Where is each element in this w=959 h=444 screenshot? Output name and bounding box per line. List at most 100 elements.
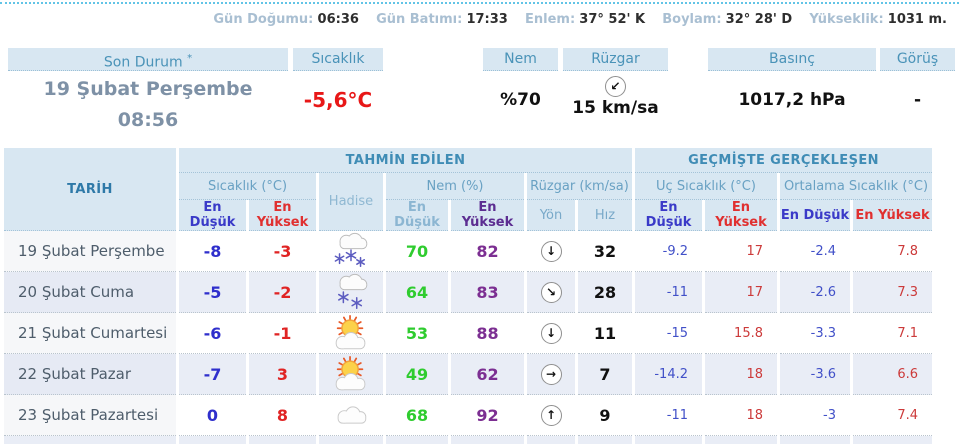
ort-max-cell: 7.8 xyxy=(853,231,932,272)
temp-min-cell: -5 xyxy=(179,272,246,313)
yon-cell: ↑ xyxy=(527,395,575,436)
current-temperature: -5,6°C xyxy=(303,88,373,112)
subheader-hiz: Hız xyxy=(578,200,632,231)
uc-min-cell: -14.2 xyxy=(635,354,702,395)
nem-max-cell: 83 xyxy=(451,272,524,313)
sun-cloud-icon xyxy=(335,314,366,350)
ort-max-cell: 6.6 xyxy=(853,354,932,395)
sun-cloud-icon xyxy=(335,355,366,391)
forecast-row: 23 Şubat Pazartesi 0 8 68 92 ↑ 9 -11 18 … xyxy=(4,395,932,436)
snow-cloud-icon xyxy=(338,273,368,309)
subheader-ort-max: En Yüksek xyxy=(853,200,932,231)
altitude-value: 1031 m. xyxy=(887,12,947,27)
nem-min-cell: 68 xyxy=(386,395,448,436)
uc-max-cell: 17 xyxy=(705,272,777,313)
current-visibility: - xyxy=(913,90,922,110)
yon-cell: → xyxy=(527,354,575,395)
subheader-temp-min: En Düşük xyxy=(179,200,246,231)
temp-min-cell: -7 xyxy=(179,354,246,395)
longitude-label: Boylam: xyxy=(662,12,722,27)
uc-max-cell: 18 xyxy=(705,354,777,395)
row-date: 20 Şubat Cuma xyxy=(4,272,176,313)
ort-max-cell: 7.4 xyxy=(853,395,932,436)
temp-min-cell: -8 xyxy=(179,231,246,272)
yon-cell: ↘ xyxy=(527,272,575,313)
group-header-hadise: Hadise xyxy=(319,173,383,231)
cloud-icon xyxy=(337,406,367,424)
forecast-row: 22 Şubat Pazar -7 3 49 62 → 7 -14.2 18 -… xyxy=(4,354,932,395)
wind-direction-icon: ↑ xyxy=(540,405,562,426)
row-date: 21 Şubat Cumartesi xyxy=(4,313,176,354)
current-wind-speed: 15 km/sa xyxy=(572,98,659,118)
yon-cell: ↓ xyxy=(527,231,575,272)
snow-cloud-icon xyxy=(334,232,368,268)
group-header-uc-sicaklik: Uç Sıcaklık (°C) xyxy=(635,173,777,200)
hiz-cell: 9 xyxy=(578,395,632,436)
temp-max-cell: -1 xyxy=(249,313,316,354)
current-date-time: 19 Şubat Perşembe 08:56 xyxy=(8,74,288,136)
current-header-sicaklik: Sıcaklık xyxy=(293,48,383,71)
nem-max-cell: 82 xyxy=(451,231,524,272)
section-header-gecmiste-gerceklesen: GEÇMİŞTE GERÇEKLEŞEN xyxy=(635,148,932,173)
group-header-ortalama-sicaklik: Ortalama Sıcaklık (°C) xyxy=(780,173,932,200)
subheader-temp-max: En Yüksek xyxy=(249,200,316,231)
longitude-value: 32° 28' D xyxy=(725,12,793,27)
sunset-value: 17:33 xyxy=(466,12,508,27)
subheader-yon: Yön xyxy=(527,200,575,231)
hadise-cell xyxy=(319,395,383,436)
subheader-nem-max: En Yüksek xyxy=(451,200,524,231)
nem-min-cell: 53 xyxy=(386,313,448,354)
group-header-sicaklik: Sıcaklık (°C) xyxy=(179,173,316,200)
forecast-row: 19 Şubat Perşembe -8 -3 70 82 ↓ 32 -9.2 … xyxy=(4,231,932,272)
section-header-tahmin-edilen: TAHMİN EDİLEN xyxy=(179,148,632,173)
ort-min-cell: -2.6 xyxy=(780,272,850,313)
temp-min-cell: -6 xyxy=(179,313,246,354)
ort-min-cell: -3 xyxy=(780,395,850,436)
subheader-ort-min: En Düşük xyxy=(780,200,850,231)
subheader-nem-min: En Düşük xyxy=(386,200,448,231)
nem-max-cell: 62 xyxy=(451,354,524,395)
hadise-cell xyxy=(319,272,383,313)
ort-max-cell: 7.1 xyxy=(853,313,932,354)
current-date: 19 Şubat Perşembe xyxy=(43,78,253,100)
uc-min-cell: -15 xyxy=(635,313,702,354)
uc-max-cell: 17 xyxy=(705,231,777,272)
wind-direction-icon: → xyxy=(540,364,562,385)
hiz-cell: 7 xyxy=(578,354,632,395)
hadise-cell xyxy=(319,231,383,272)
uc-min-cell: -11 xyxy=(635,395,702,436)
sunrise-label: Gün Doğumu: xyxy=(213,12,314,27)
group-header-nem: Nem (%) xyxy=(386,173,524,200)
ort-min-cell: -3.3 xyxy=(780,313,850,354)
ort-max-cell: 7.3 xyxy=(853,272,932,313)
clipped-next-row xyxy=(4,436,932,444)
row-date: 19 Şubat Perşembe xyxy=(4,231,176,272)
current-time: 08:56 xyxy=(117,109,179,131)
wind-direction-icon: ↙ xyxy=(605,76,626,97)
current-header-ruzgar: Rüzgar xyxy=(563,48,668,71)
footnote-asterisk: * xyxy=(187,53,193,64)
uc-min-cell: -11 xyxy=(635,272,702,313)
yon-cell: ↓ xyxy=(527,313,575,354)
uc-max-cell: 18 xyxy=(705,395,777,436)
current-pressure: 1017,2 hPa xyxy=(738,90,846,110)
nem-max-cell: 92 xyxy=(451,395,524,436)
uc-max-cell: 15.8 xyxy=(705,313,777,354)
temp-min-cell: 0 xyxy=(179,395,246,436)
ort-min-cell: -2.4 xyxy=(780,231,850,272)
row-date: 23 Şubat Pazartesi xyxy=(4,395,176,436)
current-header-basinc: Basınç xyxy=(708,48,876,71)
subheader-uc-min: En Düşük xyxy=(635,200,702,231)
wind-direction-icon: ↘ xyxy=(540,282,562,303)
forecast-row: 20 Şubat Cuma -5 -2 64 83 ↘ 28 -11 17 -2… xyxy=(4,272,932,313)
current-humidity: %70 xyxy=(500,90,541,110)
hadise-cell xyxy=(319,313,383,354)
ort-min-cell: -3.6 xyxy=(780,354,850,395)
location-info-bar: Gün Doğumu: 06:36 Gün Batımı: 17:33 Enle… xyxy=(0,12,947,27)
son-durum-label: Son Durum xyxy=(103,54,183,71)
temp-max-cell: 8 xyxy=(249,395,316,436)
temp-max-cell: 3 xyxy=(249,354,316,395)
current-wind: ↙ 15 km/sa xyxy=(563,75,668,118)
current-conditions-section: Son Durum * Sıcaklık Nem Rüzgar Basınç G… xyxy=(0,48,959,148)
forecast-row: 21 Şubat Cumartesi -6 -1 53 88 ↓ 11 -15 … xyxy=(4,313,932,354)
